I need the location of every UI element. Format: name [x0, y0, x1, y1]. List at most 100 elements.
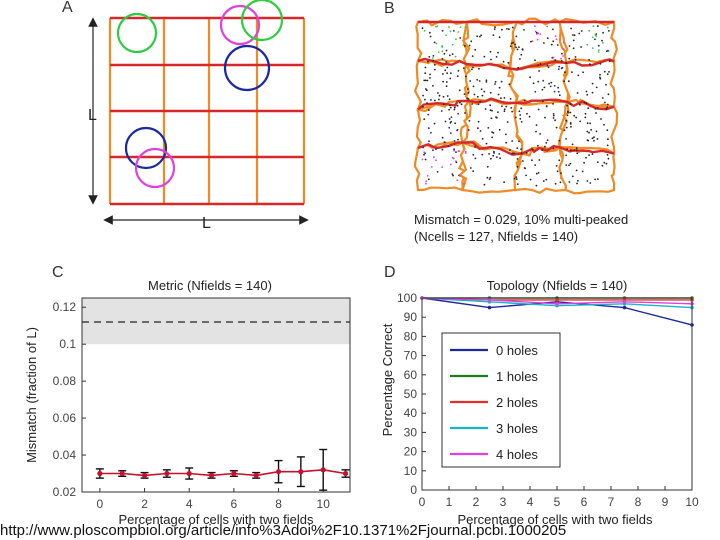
spike-dot	[451, 43, 454, 46]
spike-dot	[508, 83, 511, 86]
spike-dot	[607, 93, 610, 96]
spike-dot	[535, 184, 538, 187]
spike-dot	[453, 148, 455, 151]
spike-dot	[572, 47, 575, 50]
spike-dot	[428, 31, 431, 34]
spike-dot	[441, 58, 444, 60]
spike-dot	[516, 158, 519, 160]
spike-dot	[576, 92, 579, 94]
spike-dot	[544, 145, 546, 148]
spike-dot	[441, 50, 444, 53]
data-point	[164, 470, 170, 477]
spike-dot	[436, 171, 439, 173]
spike-dot	[542, 100, 544, 103]
spike-dot	[599, 76, 601, 79]
x-tick-label: 8	[275, 497, 282, 511]
spike-dot	[565, 138, 567, 140]
spike-dot	[537, 64, 539, 66]
spike-dot	[446, 66, 449, 69]
spike-dot	[573, 149, 576, 152]
chart-d-legend: 0 holes 1 holes 2 holes 3 holes 4 holes	[441, 332, 561, 468]
spike-dot	[435, 42, 438, 45]
spike-dot	[552, 113, 555, 115]
spike-dot	[462, 44, 465, 46]
spike-dot	[546, 37, 549, 40]
x-tick-label: 5	[554, 495, 561, 509]
spike-dot	[587, 107, 590, 110]
spike-dot	[423, 151, 425, 154]
spike-dot	[433, 156, 435, 159]
spike-dot	[530, 40, 532, 43]
spike-dot	[534, 164, 537, 167]
spike-dot	[586, 180, 589, 182]
spike-dot	[560, 57, 562, 60]
x-tick-label: 0	[97, 497, 104, 511]
spike-dot	[497, 93, 500, 96]
spike-dot	[585, 102, 588, 105]
y-tick-label: 70	[404, 349, 418, 363]
spike-dot	[538, 159, 541, 161]
spike-dot	[443, 52, 446, 55]
cell-region	[415, 18, 469, 66]
spike-dot	[449, 106, 452, 109]
spike-dot	[494, 80, 497, 83]
spike-dot	[434, 99, 436, 102]
spike-dot	[432, 59, 435, 62]
spike-dot	[566, 148, 569, 151]
spike-dot	[601, 97, 604, 99]
spike-dot	[491, 109, 493, 112]
spike-dot	[606, 103, 609, 106]
spike-dot	[589, 182, 592, 184]
spike-dot	[456, 129, 458, 132]
spike-dot	[511, 110, 513, 113]
spike-dot	[593, 139, 595, 142]
spike-dot	[515, 46, 517, 49]
spike-dot	[552, 56, 555, 59]
spike-dot	[447, 145, 450, 148]
spike-dot	[576, 182, 578, 185]
spike-dot	[597, 51, 600, 53]
spike-dot	[523, 29, 525, 31]
x-tick-label: 4	[186, 497, 193, 511]
panel-c-metric-chart: C Metric (Nfields = 140) 0 2 4 6 8 10 0.02 0.04…	[24, 264, 351, 527]
spike-dot	[518, 110, 521, 113]
spike-dot	[476, 95, 479, 98]
spike-dot	[472, 66, 474, 69]
spike-dot	[607, 138, 609, 141]
spike-dot	[488, 153, 490, 155]
spike-dot	[554, 35, 557, 37]
spike-dot	[497, 111, 499, 113]
spike-dot	[555, 38, 558, 41]
spike-dot	[608, 30, 610, 32]
spike-dot	[580, 46, 582, 48]
counts-annotation: (Ncells = 127, Nfields = 140)	[414, 229, 578, 244]
y-tick-label: 90	[404, 310, 418, 324]
spike-dot	[441, 45, 444, 47]
spike-dot	[523, 99, 526, 102]
spike-dot	[515, 116, 517, 119]
spike-dot	[426, 79, 429, 82]
spike-dot	[478, 80, 481, 82]
spike-dot	[565, 126, 568, 129]
spike-dot	[456, 75, 459, 78]
spike-dot	[436, 25, 439, 27]
spike-dot	[597, 178, 599, 181]
x-tick-label: 0	[419, 495, 426, 509]
data-point	[97, 470, 103, 477]
spike-dot	[589, 63, 591, 66]
spike-dot	[458, 175, 461, 177]
spike-dot	[569, 111, 572, 114]
spike-dot	[572, 39, 575, 42]
spike-dot	[560, 60, 563, 62]
spike-dot	[459, 101, 461, 104]
spike-dot	[565, 62, 568, 64]
spike-dot	[565, 120, 568, 122]
spike-dot	[495, 56, 498, 58]
spike-dot	[428, 140, 430, 143]
spike-dot	[454, 55, 457, 58]
x-tick-label: 10	[685, 495, 699, 509]
spike-dot	[474, 48, 477, 51]
spike-dot	[453, 149, 455, 152]
spike-dot	[599, 73, 601, 76]
spike-dot	[568, 164, 570, 167]
